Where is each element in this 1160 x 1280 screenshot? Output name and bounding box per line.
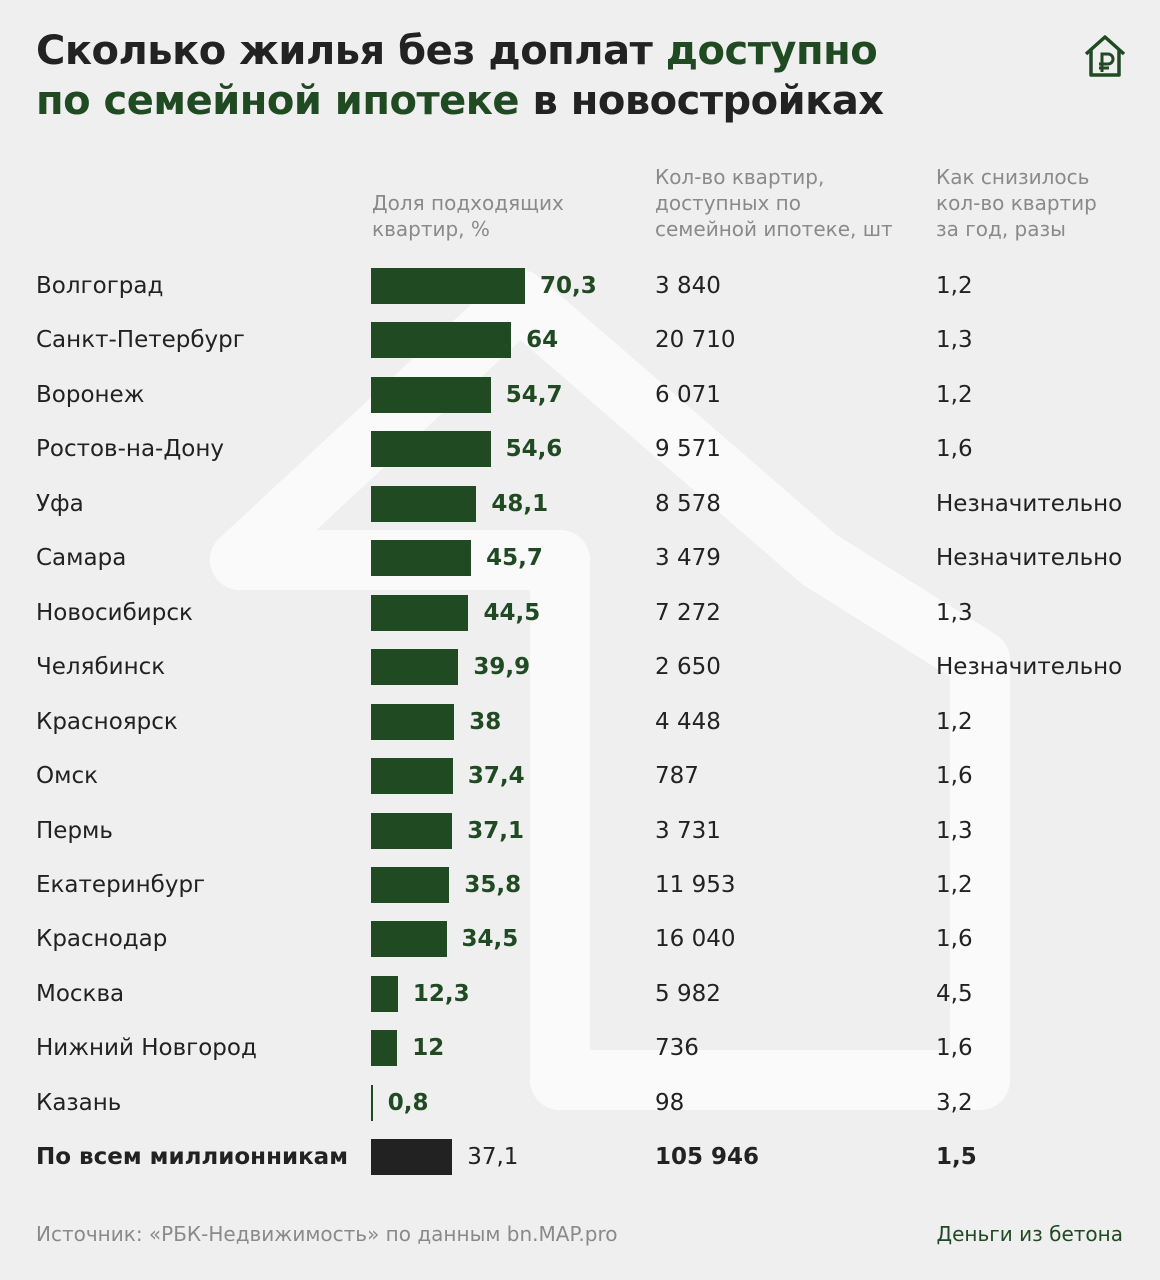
- bar: [371, 322, 512, 359]
- decline: 1,6: [936, 926, 973, 953]
- decline: 1,3: [936, 327, 973, 354]
- bar: [371, 376, 491, 413]
- category-label: Красноярск: [36, 708, 178, 735]
- category-label: Новосибирск: [36, 599, 193, 626]
- value-label: 45,7: [486, 545, 543, 572]
- bar: [371, 485, 477, 522]
- decline: Незначительно: [936, 654, 1123, 681]
- logo: [1084, 35, 1126, 77]
- decline: 1,2: [936, 871, 973, 898]
- decline: 1,3: [936, 599, 973, 626]
- category-label: Казань: [36, 1089, 122, 1116]
- category-label: Челябинск: [36, 654, 166, 681]
- decline: Незначительно: [936, 545, 1123, 572]
- value-label: 64: [526, 327, 559, 354]
- bar: [371, 540, 472, 577]
- count: 787: [655, 763, 699, 790]
- decline: 1,2: [936, 708, 973, 735]
- count: 8 578: [655, 490, 721, 517]
- brand: Деньги из бетона: [936, 1222, 1123, 1246]
- column-header: Кол-во квартир, доступных по семейной ип…: [655, 165, 893, 241]
- decline: 1,2: [936, 273, 973, 299]
- bar: [371, 812, 453, 849]
- category-label: Самара: [36, 545, 127, 572]
- count: 6 071: [655, 381, 721, 408]
- bar: [371, 649, 459, 686]
- title-part: доступно: [665, 28, 878, 74]
- decline: 1,2: [936, 381, 973, 408]
- decline: 1,6: [936, 436, 973, 463]
- decline: 1,6: [936, 1035, 973, 1062]
- value-label: 54,7: [505, 381, 563, 408]
- title-part: по семейной ипотеке: [36, 78, 520, 124]
- count: 3 731: [655, 817, 721, 844]
- bar: [371, 921, 447, 958]
- value-label: 37,4: [467, 763, 525, 790]
- category-label: Уфа: [36, 490, 84, 517]
- bar: [371, 1084, 373, 1121]
- decline: 3,2: [936, 1089, 973, 1116]
- count: 9 571: [655, 436, 721, 463]
- category-label: Нижний Новгород: [36, 1035, 257, 1062]
- decline: 1,5: [936, 1144, 977, 1171]
- count: 4 448: [655, 708, 721, 735]
- bar: [371, 1139, 453, 1176]
- value-label: 54,6: [505, 436, 563, 463]
- category-label: Воронеж: [36, 381, 145, 408]
- bar: [371, 268, 525, 304]
- category-label: Краснодар: [36, 926, 168, 953]
- value-label: 39,9: [473, 654, 531, 681]
- bar: [371, 431, 491, 468]
- source: Источник: «РБК-Недвижимость» по данным b…: [36, 1222, 618, 1246]
- bar: [371, 975, 398, 1012]
- decline: 4,5: [936, 980, 973, 1007]
- title-part: в новостройках: [532, 78, 884, 124]
- value-label: 48,1: [491, 490, 549, 517]
- value-label: 37,1: [467, 1144, 519, 1171]
- category-label: Москва: [36, 980, 125, 1007]
- decline: 1,3: [936, 817, 973, 844]
- bar: [371, 758, 453, 795]
- count: 20 710: [655, 327, 736, 354]
- column-header: Доля подходящих квартир, %: [372, 191, 564, 241]
- count: 3 840: [655, 273, 721, 299]
- count: 105 946: [655, 1144, 760, 1171]
- count: 16 040: [655, 926, 736, 953]
- value-label: 44,5: [483, 599, 541, 626]
- category-label: Екатеринбург: [36, 871, 206, 898]
- value-label: 70,3: [539, 273, 597, 299]
- count: 11 953: [655, 871, 736, 898]
- bar: [371, 703, 455, 740]
- category-label: Волгоград: [36, 273, 164, 299]
- category-label: Санкт-Петербург: [36, 327, 245, 354]
- bar: [371, 1030, 398, 1067]
- count: 3 479: [655, 545, 721, 572]
- value-label: 12,3: [412, 980, 470, 1007]
- category-label: По всем миллионникам: [36, 1144, 349, 1171]
- value-label: 34,5: [461, 926, 519, 953]
- count: 2 650: [655, 654, 721, 681]
- title-part: Сколько жилья без доплат: [36, 28, 653, 74]
- decline: Незначительно: [936, 490, 1123, 517]
- category-label: Омск: [36, 763, 98, 790]
- value-label: 12: [412, 1035, 445, 1062]
- column-header: Как снизилось кол-во квартир за год, раз…: [936, 165, 1097, 241]
- value-label: 35,8: [464, 871, 522, 898]
- count: 7 272: [655, 599, 721, 626]
- title-line-2: по семейной ипотеке в новостройках: [36, 78, 884, 124]
- count: 736: [655, 1035, 699, 1062]
- category-label: Пермь: [36, 817, 113, 844]
- bar: [371, 594, 469, 631]
- value-label: 0,8: [387, 1089, 429, 1116]
- count: 5 982: [655, 980, 721, 1007]
- count: 98: [655, 1089, 685, 1116]
- value-label: 37,1: [467, 817, 524, 844]
- decline: 1,6: [936, 763, 973, 790]
- title-line-1: Сколько жилья без доплат доступно: [36, 28, 878, 74]
- value-label: 38: [469, 708, 502, 735]
- bar: [371, 866, 450, 903]
- category-label: Ростов-на-Дону: [36, 436, 225, 463]
